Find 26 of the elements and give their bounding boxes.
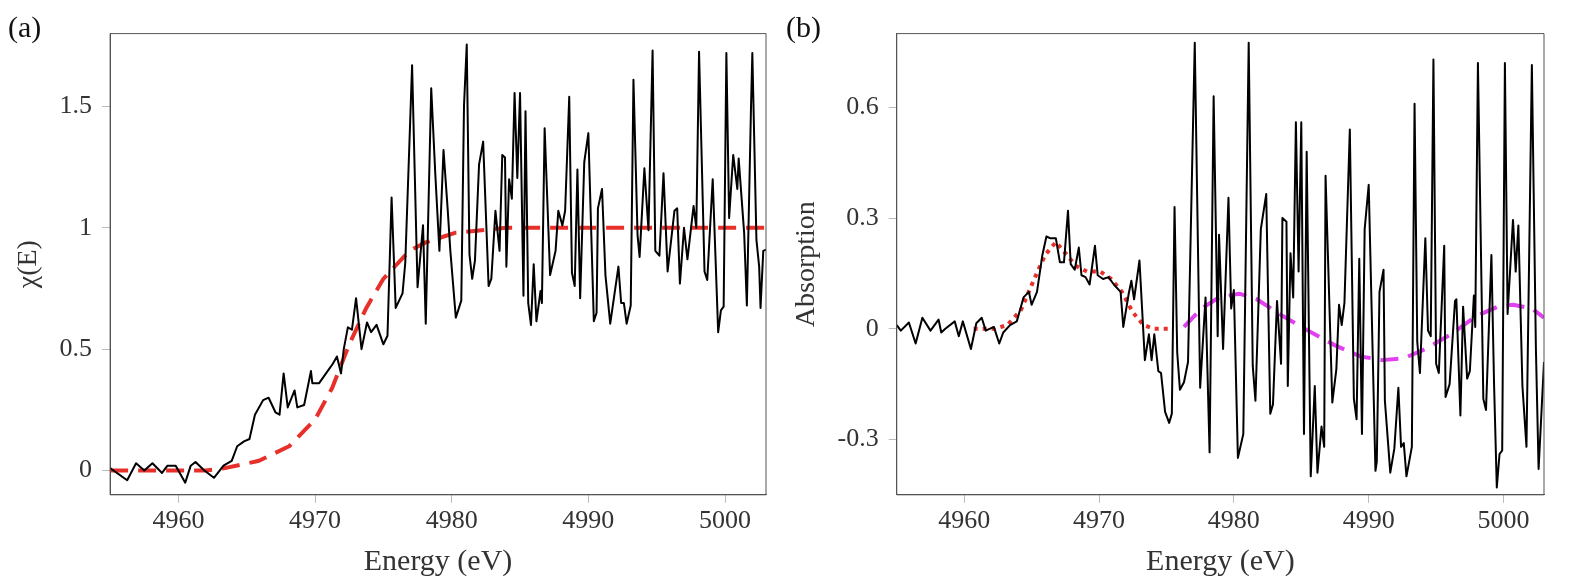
- x-tick-label: 4990: [1342, 505, 1395, 535]
- x-tick-label: 4980: [1207, 505, 1260, 535]
- y-tick-label: 0: [79, 454, 93, 484]
- x-tick-label: 4970: [1073, 505, 1126, 535]
- y-axis-title: Absorption: [789, 201, 821, 328]
- line-series: [1181, 291, 1544, 363]
- y-tick-label: 1: [79, 211, 93, 241]
- y-axis-title: χ(E): [11, 240, 43, 290]
- y-tick-label: 1.5: [59, 90, 93, 120]
- y-tick-label: -0.3: [837, 423, 879, 453]
- x-tick-label: 5000: [1477, 505, 1530, 535]
- x-tick-label: 5000: [699, 505, 752, 535]
- line-series: [110, 225, 766, 473]
- x-axis-title: Energy (eV): [1146, 542, 1295, 577]
- text: (a): [8, 10, 42, 44]
- x-axis-title: Energy (eV): [363, 542, 513, 577]
- y-tick-label: 0.3: [846, 201, 879, 231]
- x-tick-label: 4980: [425, 505, 478, 535]
- y-tick-label: 0.5: [59, 332, 93, 362]
- y-tick-label: 0.6: [846, 91, 879, 121]
- x-tick-label: 4960: [152, 505, 205, 535]
- y-tick-label: 0: [865, 312, 879, 342]
- x-tick-label: 4960: [938, 505, 991, 535]
- x-tick-label: 4970: [289, 505, 342, 535]
- x-tick-label: 4990: [562, 505, 615, 535]
- text: (b): [786, 10, 821, 44]
